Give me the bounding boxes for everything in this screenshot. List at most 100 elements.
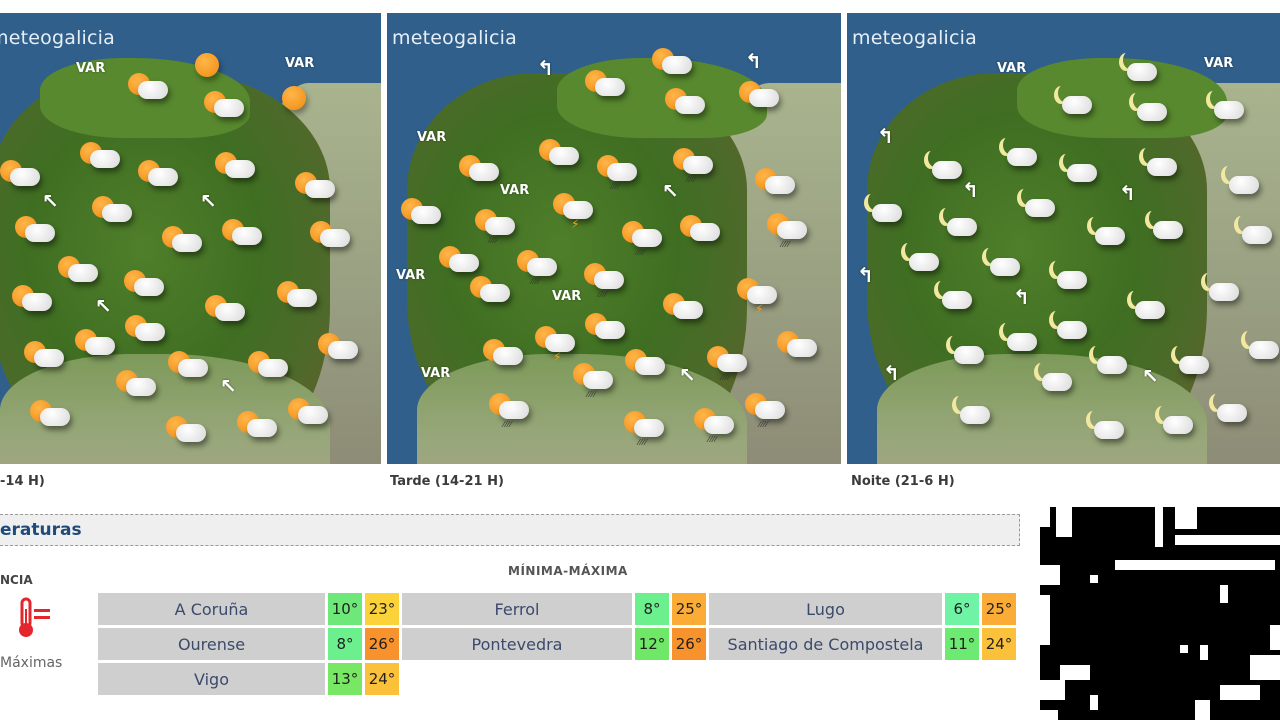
- wind-arrow-icon: ↖: [95, 294, 112, 318]
- sun-cloud-icon: [205, 295, 245, 325]
- sun-cloud-icon: [470, 276, 510, 306]
- moon-cloud-icon: [1052, 88, 1092, 118]
- sun-cloud-icon: [248, 351, 288, 381]
- sun-cloud-icon: [401, 198, 441, 228]
- sun-icon: [195, 53, 235, 83]
- temperature-row: Ourense 8° 26° Pontevedra 12° 26° Santia…: [98, 628, 1016, 660]
- moon-cloud-icon: [1125, 293, 1165, 323]
- forecast-map-afternoon: meteogalicia VAR VAR VAR VAR VAR ↰ ↰ ↖ ↖…: [387, 13, 841, 464]
- moon-cloud-icon: [944, 338, 984, 368]
- sun-cloud-icon: [75, 329, 115, 359]
- wind-arrow-icon: ↰: [745, 49, 762, 73]
- sun-cloud-icon: [755, 168, 795, 198]
- temperature-row: A Coruña 10° 23° Ferrol 8° 25° Lugo 6° 2…: [98, 593, 1016, 625]
- moon-cloud-icon: [1015, 191, 1055, 221]
- sun-cloud-rain-icon: ⁄⁄⁄⁄: [694, 408, 734, 444]
- map-land-south: [877, 354, 1207, 464]
- sun-cloud-icon: [459, 155, 499, 185]
- min-temp: 8°: [328, 628, 362, 660]
- map-caption-afternoon: Tarde (14-21 H): [390, 474, 504, 489]
- max-temp: 26°: [672, 628, 706, 660]
- sun-cloud-icon: [663, 293, 703, 323]
- var-wind-label: VAR: [285, 56, 315, 71]
- wind-arrow-icon: ↖: [662, 179, 679, 203]
- min-temp: 8°: [635, 593, 669, 625]
- city-name-vigo: Vigo: [98, 663, 325, 695]
- city-name-lugo: Lugo: [709, 593, 942, 625]
- sun-cloud-icon: [204, 91, 244, 121]
- wind-arrow-icon: ↖: [200, 189, 217, 213]
- sun-cloud-icon: [310, 221, 350, 251]
- legend-label-maximas: Máximas: [0, 655, 63, 671]
- sun-cloud-icon: [483, 339, 523, 369]
- city-name-pontevedra: Pontevedra: [402, 628, 632, 660]
- sun-cloud-rain-icon: ⁄⁄⁄⁄: [673, 148, 713, 184]
- moon-cloud-icon: [899, 245, 939, 275]
- moon-cloud-icon: [1127, 95, 1167, 125]
- var-wind-label: VAR: [76, 61, 106, 76]
- wind-arrow-icon: ↰: [883, 361, 900, 385]
- sun-cloud-icon: [124, 270, 164, 300]
- max-temp: 24°: [982, 628, 1016, 660]
- sun-cloud-rain-icon: ⁄⁄⁄⁄: [573, 363, 613, 399]
- sun-cloud-icon: [80, 142, 120, 172]
- wind-arrow-icon: ↖: [220, 374, 237, 398]
- moon-cloud-icon: [1047, 263, 1087, 293]
- temperature-row: Vigo 13° 24°: [98, 663, 399, 695]
- sun-cloud-rain-icon: ⁄⁄⁄⁄: [767, 213, 807, 249]
- section-title: eraturas: [0, 520, 82, 540]
- moon-cloud-icon: [1143, 213, 1183, 243]
- legend-title: NCIA: [0, 573, 33, 587]
- max-temp: 25°: [672, 593, 706, 625]
- moon-cloud-icon: [1219, 168, 1259, 198]
- wind-arrow-icon: ↰: [857, 263, 874, 287]
- wind-arrow-icon: ↰: [962, 178, 979, 202]
- wind-arrow-icon: ↰: [1119, 181, 1136, 205]
- max-temp: 26°: [365, 628, 399, 660]
- moon-cloud-icon: [1057, 156, 1097, 186]
- sun-cloud-icon: [15, 216, 55, 246]
- sun-cloud-icon: [12, 285, 52, 315]
- sun-cloud-rain-icon: ⁄⁄⁄⁄: [707, 346, 747, 382]
- moon-cloud-icon: [950, 398, 990, 428]
- moon-cloud-icon: [1032, 365, 1072, 395]
- moon-cloud-icon: [1084, 413, 1124, 443]
- sun-cloud-storm-icon: ⚡: [737, 278, 777, 316]
- sun-cloud-icon: [30, 400, 70, 430]
- forecast-map-morning: meteogalicia VAR VAR ↖ ↖ ↖ ↖: [0, 13, 381, 464]
- sun-cloud-icon: [625, 349, 665, 379]
- moon-cloud-icon: [1117, 55, 1157, 85]
- forecast-map-night: meteogalicia VAR VAR ↰ ↰ ↰ ↰ ↰ ↰ ↖: [847, 13, 1280, 464]
- sun-cloud-icon: [439, 246, 479, 276]
- sun-cloud-icon: [58, 256, 98, 286]
- var-wind-label: VAR: [552, 289, 582, 304]
- sun-cloud-rain-icon: ⁄⁄⁄⁄: [489, 393, 529, 429]
- sun-cloud-storm-icon: ⚡: [553, 193, 593, 231]
- sun-cloud-rain-icon: ⁄⁄⁄⁄: [475, 209, 515, 245]
- sun-cloud-rain-icon: ⁄⁄⁄⁄: [584, 263, 624, 299]
- moon-cloud-icon: [1199, 275, 1239, 305]
- moon-cloud-icon: [980, 250, 1020, 280]
- sun-cloud-icon: [166, 416, 206, 446]
- moon-cloud-icon: [997, 325, 1037, 355]
- moon-cloud-icon: [1239, 333, 1279, 363]
- thermometer-icon: [16, 597, 56, 639]
- meteogalicia-logo: meteogalicia: [392, 27, 517, 49]
- city-name-ferrol: Ferrol: [402, 593, 632, 625]
- sun-cloud-icon: [128, 73, 168, 103]
- sun-cloud-icon: [680, 215, 720, 245]
- sun-cloud-rain-icon: ⁄⁄⁄⁄: [517, 250, 557, 286]
- max-temp: 24°: [365, 663, 399, 695]
- meteogalicia-logo: meteogalicia: [852, 27, 977, 49]
- sun-cloud-icon: [125, 315, 165, 345]
- moon-cloud-icon: [1085, 219, 1125, 249]
- var-wind-label: VAR: [997, 61, 1027, 76]
- temperatures-section-header: eraturas: [0, 514, 1020, 546]
- sun-cloud-rain-icon: ⁄⁄⁄⁄: [624, 411, 664, 447]
- moon-cloud-icon: [1137, 150, 1177, 180]
- wind-arrow-icon: ↖: [42, 189, 59, 213]
- moon-cloud-icon: [1153, 408, 1193, 438]
- city-name-santiago: Santiago de Compostela: [709, 628, 942, 660]
- sun-cloud-icon: [24, 341, 64, 371]
